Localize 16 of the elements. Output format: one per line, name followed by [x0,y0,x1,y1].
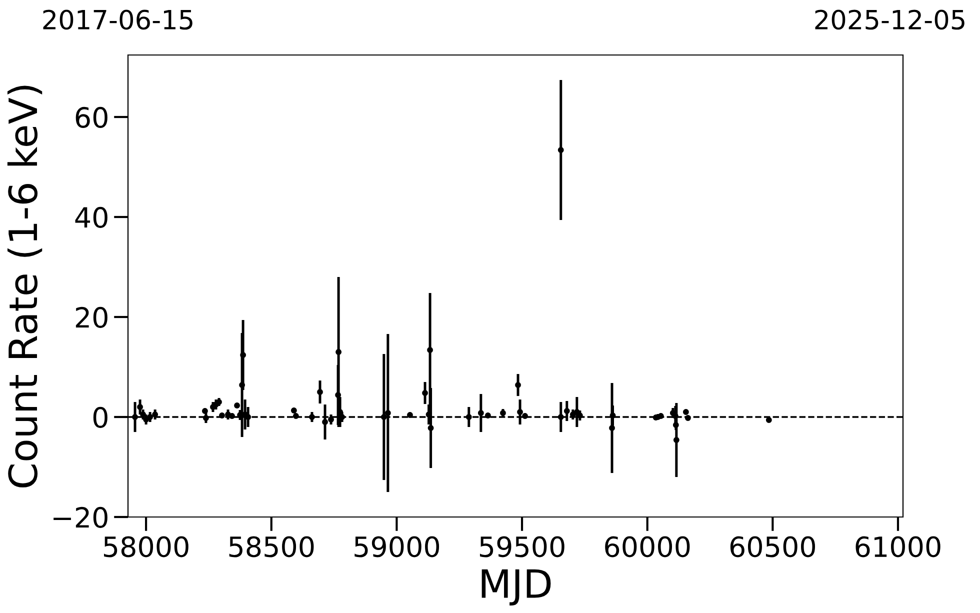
y-tick-label: 0 [93,406,108,428]
x-tick-label: 59500 [480,536,564,558]
x-tick-label: 61000 [856,536,940,558]
x-tick-label: 60000 [605,536,690,558]
y-tick-label: 20 [76,306,108,328]
text: 2017-06-15 [43,10,192,30]
x-axis-title: MJD [482,569,551,606]
y-tick-label: 60 [76,106,108,128]
x-tick-label: 60500 [730,536,815,558]
x-tick-label: 59000 [354,536,440,558]
x-tick-label: 58000 [104,536,188,558]
y-axis-title: Count Rate (1-6 keV) [7,86,42,488]
y-tick-label: 40 [75,206,108,228]
text: 2025-12-05 [815,10,964,30]
x-tick-label: 58500 [229,536,314,558]
y-tick-label: −20 [54,506,108,528]
